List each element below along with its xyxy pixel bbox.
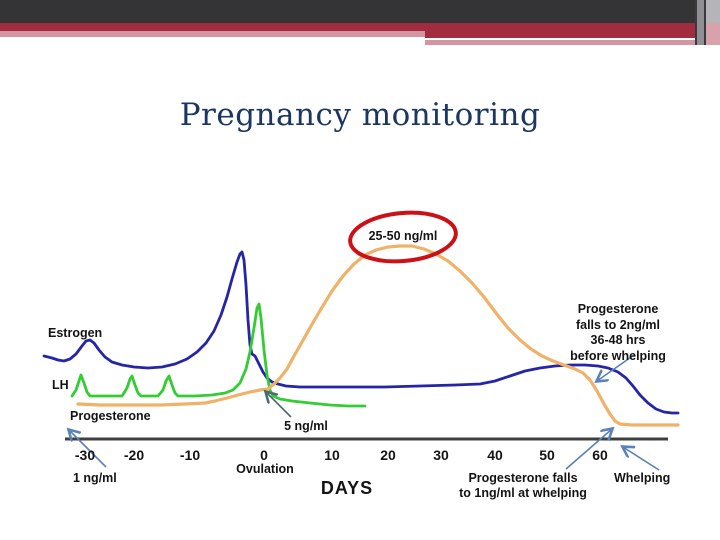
progesterone-falls-2ng-annotation: Progesterone falls to 2ng/ml 36-48 hrs b… xyxy=(570,302,666,364)
x-axis-title: DAYS xyxy=(320,478,374,498)
x-axis-tick-30: 30 xyxy=(433,447,449,463)
annotation-line: before whelping xyxy=(570,348,666,363)
banner-maroon-stripe xyxy=(0,23,720,31)
lh-series-label: LH xyxy=(52,378,69,392)
progesterone-series-label: Progesterone xyxy=(70,409,151,423)
annotation-line: Progesterone falls xyxy=(468,471,578,485)
slide-title: Pregnancy monitoring xyxy=(179,97,541,133)
banner-white-line xyxy=(425,38,667,40)
banner-maroon-stripe-right xyxy=(425,31,720,38)
banner-corner-pink-block xyxy=(706,23,720,45)
estrogen-series-label: Estrogen xyxy=(48,326,103,340)
banner-vertical-gray-stripe xyxy=(697,0,704,45)
annotation-line: falls to 2ng/ml xyxy=(575,317,661,332)
annotation-line: to 1ng/ml at whelping xyxy=(459,486,587,500)
banner-pink-stripe-right xyxy=(425,40,720,45)
x-axis-tick-10: 10 xyxy=(324,447,340,463)
annotation-line: 36-48 hrs xyxy=(590,333,646,347)
x-axis-tick--30: -30 xyxy=(74,447,96,463)
annotation-arrow xyxy=(623,447,660,471)
banner-pink-stripe-left xyxy=(0,31,425,37)
x-axis-tick-50: 50 xyxy=(539,447,555,463)
x-axis-tick-0: 0 xyxy=(260,447,268,463)
x-axis-tick-20: 20 xyxy=(380,447,396,463)
peak-range-annotation: 25-50 ng/ml xyxy=(368,229,438,243)
ovulation-label: Ovulation xyxy=(236,462,294,476)
banner-vertical-line xyxy=(704,0,706,45)
banner-corner-light-block xyxy=(706,0,720,23)
progesterone-falls-1ng-annotation: Progesterone falls to 1ng/ml at whelping xyxy=(459,471,587,501)
banner-vertical-line xyxy=(695,0,697,45)
x-axis-tick--10: -10 xyxy=(179,447,201,463)
whelping-annotation: Whelping xyxy=(614,471,671,485)
five-ng-annotation: 5 ng/ml xyxy=(284,419,328,433)
banner-dark-bar xyxy=(0,0,720,23)
annotation-arrow xyxy=(266,392,292,418)
annotation-line: Progesterone xyxy=(577,302,659,316)
lh-line xyxy=(70,302,367,408)
x-axis-tick-40: 40 xyxy=(487,447,503,463)
one-ng-annotation: 1 ng/ml xyxy=(73,471,117,485)
x-axis-tick-60: 60 xyxy=(592,447,608,463)
x-axis-tick--20: -20 xyxy=(123,447,145,463)
